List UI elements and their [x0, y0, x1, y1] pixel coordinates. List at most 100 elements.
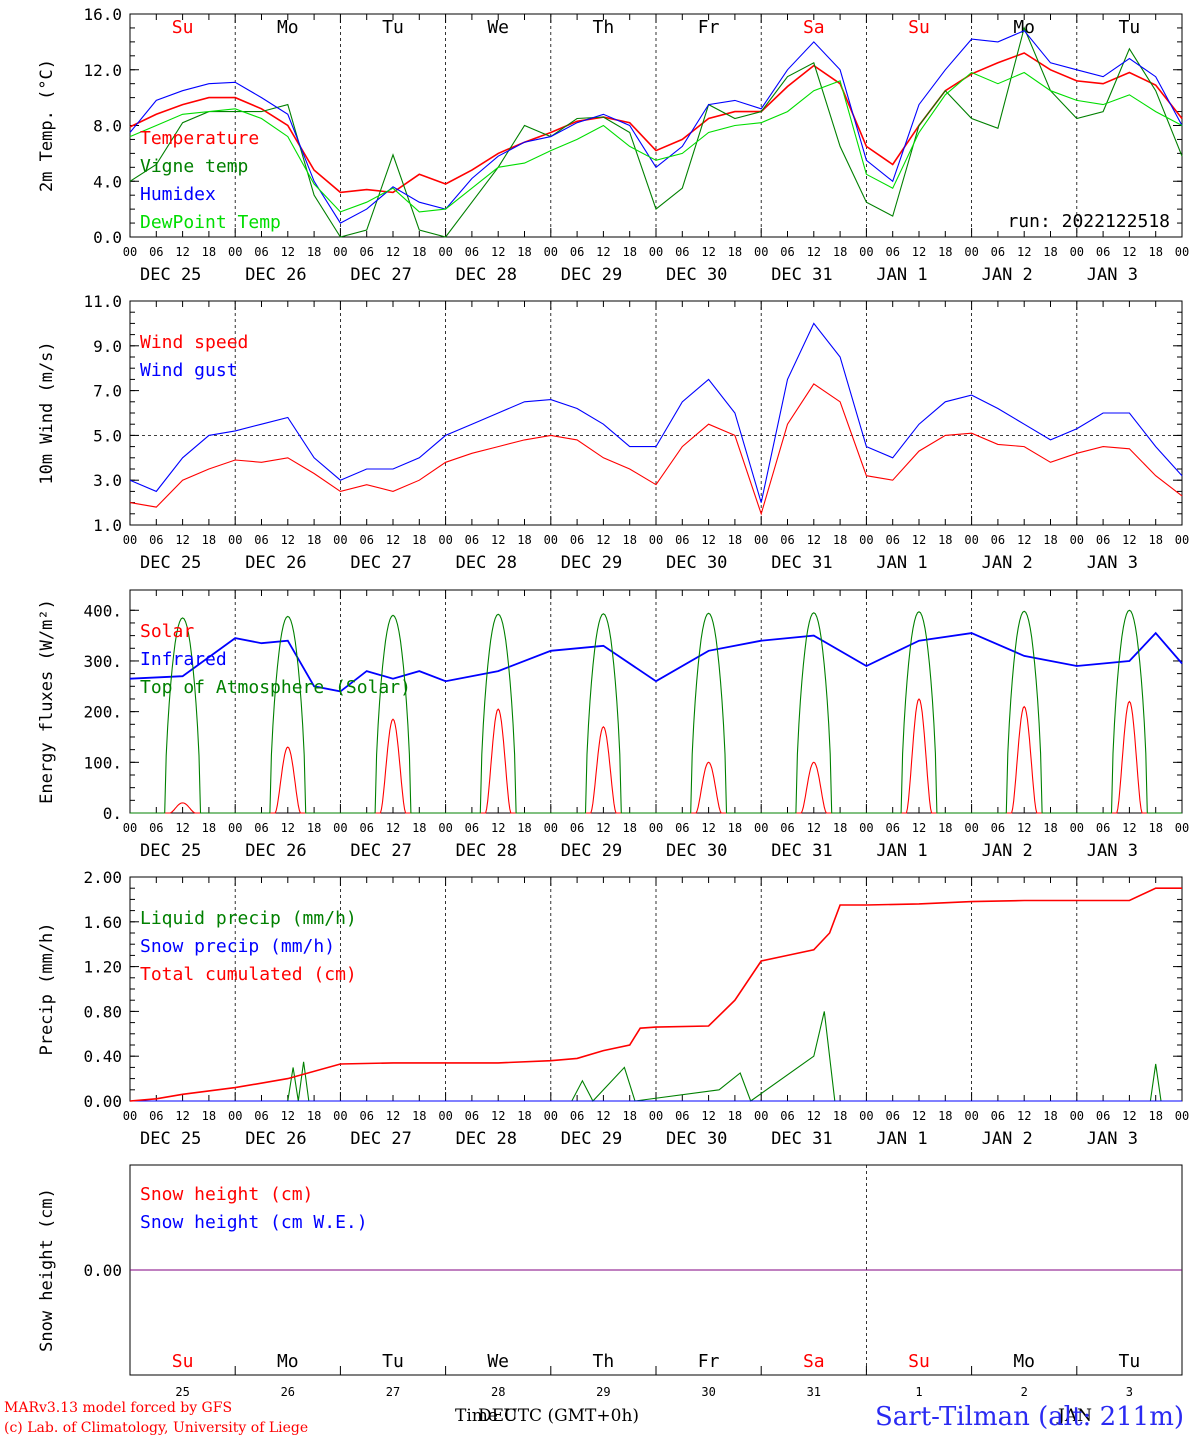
hour-tick-label: 00 — [964, 1109, 978, 1123]
date-label: DEC 26 — [245, 841, 306, 861]
date-label: JAN 1 — [876, 1129, 927, 1149]
hour-tick-label: 00 — [859, 245, 873, 259]
hour-tick-label: 12 — [491, 245, 505, 259]
hour-tick-label: 12 — [281, 533, 295, 547]
hour-tick-label: 00 — [859, 1109, 873, 1123]
hour-tick-label: 00 — [333, 245, 347, 259]
hour-tick-label: 06 — [254, 245, 268, 259]
y-tick-label: 0.00 — [83, 1092, 122, 1111]
day-of-week-label: Tu — [1119, 17, 1141, 38]
hour-tick-label: 00 — [754, 245, 768, 259]
date-label: JAN 2 — [982, 1129, 1033, 1149]
day-of-week-label: Mo — [277, 17, 299, 38]
hour-tick-label: 06 — [570, 533, 584, 547]
date-label: DEC 30 — [666, 265, 727, 285]
date-label: DEC 25 — [140, 265, 201, 285]
hour-tick-label: 00 — [544, 245, 558, 259]
hour-tick-label: 00 — [333, 533, 347, 547]
hour-tick-label: 00 — [1175, 245, 1189, 259]
panel-5: 0.00 Snow height (cm) Su Mo Tu We Th Fr Sa Su Mo Tu… — [37, 1164, 1183, 1399]
y-tick-label: 4.0 — [93, 172, 122, 191]
legend-entry: Liquid precip (mm/h) — [140, 908, 357, 929]
hour-tick-label: 06 — [675, 1109, 689, 1123]
hour-tick-label: 12 — [596, 245, 610, 259]
hour-tick-label: 18 — [1148, 245, 1162, 259]
legend-entry: Snow precip (mm/h) — [140, 936, 335, 957]
date-label: DEC 26 — [245, 1129, 306, 1149]
day-number-label: 3 — [1126, 1385, 1133, 1399]
date-label: DEC 28 — [456, 553, 517, 573]
date-label: JAN 2 — [982, 841, 1033, 861]
hour-tick-label: 00 — [1175, 533, 1189, 547]
series-line-1 — [129, 322, 1183, 503]
day-of-week-label: Sa — [803, 1351, 825, 1372]
hour-tick-label: 12 — [596, 821, 610, 835]
hour-tick-label: 06 — [991, 1109, 1005, 1123]
y-tick-label: 0.40 — [83, 1047, 122, 1066]
hour-tick-label: 18 — [833, 533, 847, 547]
y-axis-label: Energy fluxes (W/m²) — [37, 599, 57, 804]
hour-tick-label: 06 — [570, 821, 584, 835]
y-tick-label: 300. — [83, 652, 122, 671]
legend-entry: Solar — [140, 621, 194, 642]
date-label: JAN 1 — [876, 841, 927, 861]
date-label: DEC 27 — [350, 841, 411, 861]
legend-entry: DewPoint Temp — [140, 212, 281, 233]
hour-tick-label: 12 — [1017, 245, 1031, 259]
date-label: DEC 27 — [350, 265, 411, 285]
hour-tick-label: 12 — [386, 1109, 400, 1123]
hour-tick-label: 12 — [175, 1109, 189, 1123]
day-of-week-label: Th — [593, 1351, 615, 1372]
hour-tick-label: 06 — [359, 533, 373, 547]
hour-tick-label: 06 — [149, 821, 163, 835]
hour-tick-label: 06 — [149, 245, 163, 259]
hour-tick-label: 18 — [728, 821, 742, 835]
y-tick-label: 3.0 — [93, 471, 122, 490]
day-of-week-label: Tu — [1119, 1351, 1141, 1372]
date-label: DEC 31 — [771, 265, 832, 285]
panel-1: 0.04.08.012.016.02m Temp. (°C)00 06 12 18DE… — [37, 5, 1189, 285]
hour-tick-label: 12 — [701, 1109, 715, 1123]
hour-tick-label: 00 — [228, 533, 242, 547]
date-label: DEC 30 — [666, 841, 727, 861]
hour-tick-label: 18 — [517, 1109, 531, 1123]
panel-2: 1.0 3.0 5.0 7.0 9.0 11.0 10m Wind (m/s) 00 06 12 1… — [37, 292, 1189, 573]
y-tick-label: 9.0 — [93, 337, 122, 356]
day-of-week-label: Fr — [698, 1351, 720, 1372]
hour-tick-label: 12 — [281, 821, 295, 835]
hour-tick-label: 18 — [1043, 245, 1057, 259]
hour-tick-label: 18 — [728, 533, 742, 547]
y-tick-label: 0.0 — [93, 228, 122, 247]
date-label: DEC 31 — [771, 553, 832, 573]
hour-tick-label: 18 — [938, 1109, 952, 1123]
date-label: DEC 28 — [456, 841, 517, 861]
hour-tick-label: 00 — [544, 821, 558, 835]
hour-tick-label: 18 — [938, 245, 952, 259]
hour-tick-label: 06 — [465, 1109, 479, 1123]
series-line-2 — [129, 30, 1183, 224]
date-label: JAN 3 — [1087, 1129, 1138, 1149]
series-line-3 — [129, 71, 1183, 213]
y-axis-label: Snow height (cm) — [37, 1188, 57, 1352]
hour-tick-label: 18 — [202, 821, 216, 835]
legend-entry: Snow height (cm) — [140, 1184, 313, 1205]
hour-tick-label: 12 — [175, 821, 189, 835]
hour-tick-label: 12 — [807, 533, 821, 547]
day-of-week-label: We — [487, 1351, 509, 1372]
hour-tick-label: 00 — [544, 533, 558, 547]
date-label: JAN 2 — [982, 553, 1033, 573]
hour-tick-label: 00 — [333, 821, 347, 835]
hour-tick-label: 06 — [780, 1109, 794, 1123]
y-tick-label: 0.80 — [83, 1002, 122, 1021]
y-tick-label: 16.0 — [83, 5, 122, 24]
hour-tick-label: 18 — [1148, 1109, 1162, 1123]
date-label: DEC 25 — [140, 553, 201, 573]
hour-tick-label: 06 — [885, 821, 899, 835]
hour-tick-label: 18 — [412, 821, 426, 835]
hour-tick-label: 00 — [438, 821, 452, 835]
hour-tick-label: 18 — [202, 533, 216, 547]
hour-tick-label: 06 — [885, 245, 899, 259]
hour-tick-label: 00 — [964, 533, 978, 547]
date-label: DEC 26 — [245, 553, 306, 573]
y-tick-label: 7.0 — [93, 382, 122, 401]
